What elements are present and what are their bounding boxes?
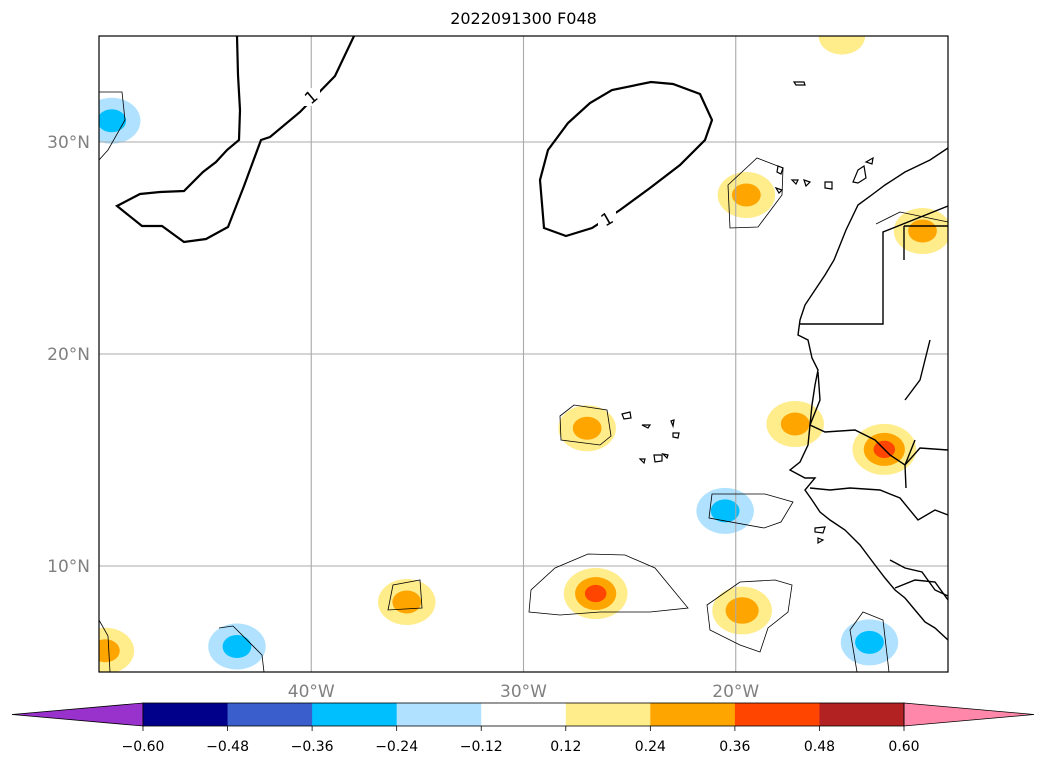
country-border (894, 579, 948, 601)
contour-line-west (114, 36, 355, 244)
africa-coastline (788, 147, 948, 641)
outline-blob (528, 553, 689, 616)
anomaly-patch (222, 635, 252, 659)
colorbar-tick-label: −0.60 (122, 739, 165, 755)
country-border (903, 225, 948, 260)
colorbar-segment (734, 703, 820, 726)
colorbar-segment (312, 703, 398, 726)
country-border (809, 371, 948, 466)
colorbar-tick-label: 0.24 (635, 739, 666, 755)
island (774, 186, 784, 194)
anomaly-patch (710, 499, 740, 523)
anomaly-patch (572, 416, 602, 440)
island (852, 164, 867, 184)
outline-blob (875, 211, 948, 225)
outline-blob (559, 404, 612, 446)
anomaly-patch (908, 219, 937, 243)
lat-tick-label: 30°N (47, 133, 90, 153)
island (824, 181, 833, 190)
colorbar-extend-high (903, 702, 1035, 727)
colorbar: −0.60 −0.48 −0.36 −0.24 −0.12 0.12 0.24 0.36 0.4… (11, 702, 1035, 755)
anomaly-patch (855, 630, 884, 654)
colorbar-segment (481, 703, 567, 726)
colorbar-tick-label: 0.36 (719, 739, 750, 755)
outline-blob (218, 625, 265, 672)
island (661, 453, 669, 460)
contour-label-bg (302, 88, 320, 106)
colorbar-segment (227, 703, 313, 726)
island-layer (621, 81, 874, 545)
anomaly-patch (584, 584, 607, 603)
country-border (800, 205, 948, 325)
colorbar-segment (143, 703, 229, 726)
anomaly-patch (780, 412, 810, 436)
colorbar-segment (819, 703, 905, 726)
outline-blob (99, 91, 126, 161)
island (792, 81, 806, 86)
chart-title: 2022091300 F048 (450, 9, 597, 28)
anomaly-outline-layer (99, 91, 948, 672)
colorbar-tick-label: −0.12 (460, 739, 503, 755)
gridlines (99, 36, 948, 672)
island (814, 526, 826, 534)
anomaly-patch (818, 36, 866, 55)
contour-1-layer (114, 36, 714, 244)
island (621, 411, 632, 420)
contour-line-central (538, 80, 714, 238)
colorbar-extend-low (11, 702, 144, 727)
colorbar-tick-label: −0.48 (206, 739, 249, 755)
colorbar-tick-label: 0.60 (888, 739, 919, 755)
lon-tick-label: 20°W (712, 682, 759, 702)
country-border (904, 439, 916, 489)
island (776, 165, 784, 175)
island (641, 424, 652, 429)
anomaly-fill-layer (99, 36, 948, 672)
outline-blob (99, 619, 111, 672)
colorbar-tick-label: 0.12 (550, 739, 581, 755)
colorbar-tick-label: −0.36 (291, 739, 334, 755)
country-border (809, 487, 948, 521)
outline-blob (849, 611, 890, 672)
island (670, 419, 675, 429)
anomaly-patch (99, 109, 127, 133)
lon-tick-label: 40°W (288, 682, 335, 702)
colorbar-tick-label: −0.24 (375, 739, 418, 755)
contour-label-bg (598, 210, 616, 228)
colorbar-tick-label: 0.48 (804, 739, 835, 755)
island (638, 458, 646, 465)
country-border (904, 339, 931, 401)
anomaly-patch (99, 639, 120, 663)
axis-tick-labels: 40°W 30°W 20°W 30°N 20°N 10°N (47, 133, 759, 702)
plot-frame (98, 35, 949, 673)
lon-tick-label: 30°W (500, 682, 547, 702)
colorbar-segment (565, 703, 651, 726)
island (672, 432, 680, 439)
lat-tick-label: 10°N (47, 557, 90, 577)
country-border (889, 559, 948, 597)
coastline-layer (788, 147, 948, 641)
island (817, 537, 825, 545)
island (864, 156, 874, 165)
island (653, 454, 663, 463)
colorbar-segment (650, 703, 736, 726)
colorbar-frame (142, 702, 905, 727)
island (803, 179, 812, 188)
anomaly-patch (392, 590, 422, 614)
island (790, 179, 799, 186)
colorbar-segment (396, 703, 482, 726)
anomaly-patch (731, 183, 761, 207)
anomaly-patch (725, 597, 759, 624)
outline-blob (387, 579, 423, 611)
lat-tick-label: 20°N (47, 345, 90, 365)
outline-blob (708, 493, 794, 529)
outline-blob (706, 579, 793, 653)
contour-labels: 1 1 (301, 87, 617, 232)
